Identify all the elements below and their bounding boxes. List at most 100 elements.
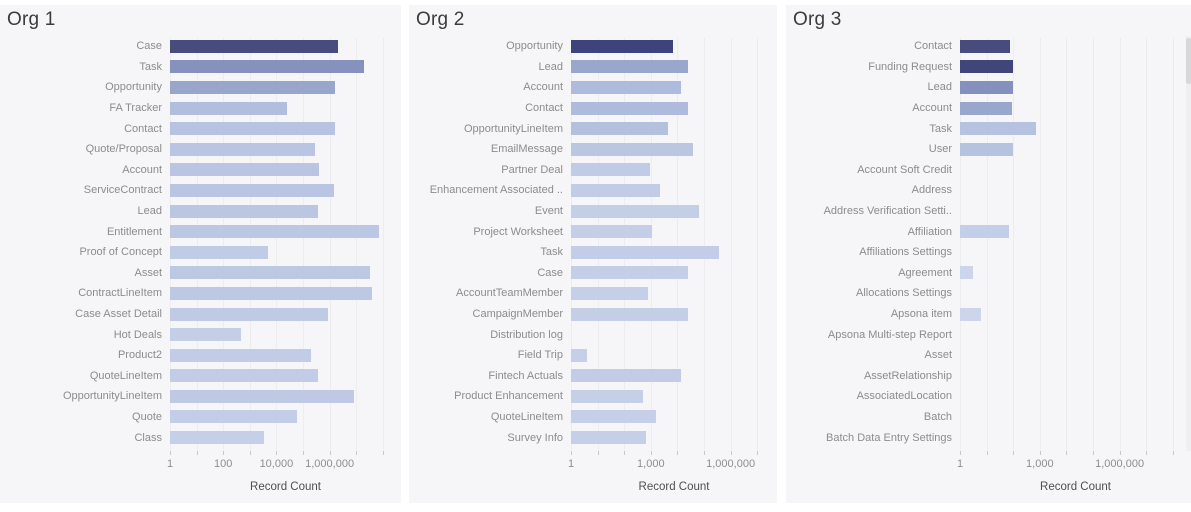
bar[interactable] xyxy=(170,410,298,424)
bar[interactable] xyxy=(571,204,699,218)
category-label[interactable]: OpportunityLineItem xyxy=(463,122,563,135)
category-label[interactable]: EmailMessage xyxy=(490,143,563,156)
bar[interactable] xyxy=(571,266,689,280)
bar[interactable] xyxy=(960,266,973,280)
bar[interactable] xyxy=(571,348,587,362)
category-label[interactable]: User xyxy=(928,143,952,156)
bar[interactable] xyxy=(960,101,1012,115)
category-label[interactable]: Field Trip xyxy=(517,349,563,362)
category-label[interactable]: OpportunityLineItem xyxy=(62,390,162,403)
category-label[interactable]: Lead xyxy=(927,81,952,94)
category-label[interactable]: Account xyxy=(122,163,162,176)
bar[interactable] xyxy=(170,328,241,342)
bar[interactable] xyxy=(571,307,688,321)
category-label[interactable]: Account xyxy=(912,102,952,115)
bar[interactable] xyxy=(170,307,329,321)
category-label[interactable]: Funding Request xyxy=(868,60,952,73)
category-label[interactable]: Task xyxy=(139,60,162,73)
bar[interactable] xyxy=(571,39,674,53)
bar[interactable] xyxy=(960,142,1014,156)
category-label[interactable]: Asset xyxy=(924,349,952,362)
bar[interactable] xyxy=(571,60,688,74)
category-label[interactable]: Project Worksheet xyxy=(473,225,563,238)
category-label[interactable]: Enhancement Associated .. xyxy=(429,184,563,197)
category-label[interactable]: ServiceContract xyxy=(83,184,162,197)
category-label[interactable]: Agreement xyxy=(898,266,952,279)
category-label[interactable]: Affiliations Settings xyxy=(859,246,952,259)
category-label[interactable]: Batch xyxy=(923,410,952,423)
category-label[interactable]: Quote xyxy=(132,410,162,423)
category-label[interactable]: Entitlement xyxy=(106,225,162,238)
bar[interactable] xyxy=(960,225,1009,239)
category-label[interactable]: Contact xyxy=(914,40,952,53)
category-label[interactable]: Apsona Multi-step Report xyxy=(827,328,952,341)
bar[interactable] xyxy=(170,80,335,94)
bar[interactable] xyxy=(571,286,649,300)
bar[interactable] xyxy=(960,60,1013,74)
bar[interactable] xyxy=(170,163,319,177)
bar[interactable] xyxy=(170,60,365,74)
bar[interactable] xyxy=(170,225,379,239)
scrollbar-thumb[interactable] xyxy=(1186,38,1191,84)
category-label[interactable]: Task xyxy=(929,122,952,135)
category-label[interactable]: Product2 xyxy=(117,349,162,362)
category-label[interactable]: Distribution log xyxy=(490,328,563,341)
bar[interactable] xyxy=(571,122,669,136)
category-label[interactable]: Contact xyxy=(124,122,162,135)
category-label[interactable]: Partner Deal xyxy=(501,163,563,176)
category-label[interactable]: Address Verification Setti.. xyxy=(823,205,952,218)
category-label[interactable]: Account xyxy=(523,81,563,94)
bar[interactable] xyxy=(571,410,657,424)
category-label[interactable]: Batch Data Entry Settings xyxy=(826,431,952,444)
bar[interactable] xyxy=(571,101,688,115)
bar[interactable] xyxy=(170,101,287,115)
category-label[interactable]: Quote/Proposal xyxy=(85,143,162,156)
category-label[interactable]: Apsona item xyxy=(890,308,952,321)
bar[interactable] xyxy=(960,80,1014,94)
bar[interactable] xyxy=(571,163,650,177)
category-label[interactable]: Task xyxy=(540,246,563,259)
category-label[interactable]: Affiliation xyxy=(907,225,952,238)
category-label[interactable]: Proof of Concept xyxy=(79,246,162,259)
category-label[interactable]: QuoteLineItem xyxy=(490,410,563,423)
bar[interactable] xyxy=(170,204,319,218)
bar[interactable] xyxy=(571,245,720,259)
category-label[interactable]: Opportunity xyxy=(105,81,162,94)
category-label[interactable]: AccountTeamMember xyxy=(456,287,563,300)
category-label[interactable]: Fintech Actuals xyxy=(488,369,563,382)
category-label[interactable]: Case xyxy=(136,40,162,53)
category-label[interactable]: Account Soft Credit xyxy=(857,163,952,176)
bar[interactable] xyxy=(571,389,644,403)
category-label[interactable]: FA Tracker xyxy=(109,102,162,115)
bar[interactable] xyxy=(170,142,315,156)
category-label[interactable]: Product Enhancement xyxy=(454,390,563,403)
category-label[interactable]: AssetRelationship xyxy=(863,369,952,382)
category-label[interactable]: AssociatedLocation xyxy=(856,390,952,403)
category-label[interactable]: Hot Deals xyxy=(113,328,162,341)
bar[interactable] xyxy=(170,369,319,383)
bar[interactable] xyxy=(170,389,355,403)
bar[interactable] xyxy=(571,183,661,197)
category-label[interactable]: ContractLineItem xyxy=(78,287,162,300)
category-label[interactable]: Class xyxy=(134,431,162,444)
category-label[interactable]: QuoteLineItem xyxy=(89,369,162,382)
category-label[interactable]: Event xyxy=(534,205,563,218)
bar[interactable] xyxy=(170,39,338,53)
bar[interactable] xyxy=(571,80,682,94)
category-label[interactable]: Lead xyxy=(538,60,563,73)
category-label[interactable]: Survey Info xyxy=(507,431,563,444)
bar[interactable] xyxy=(170,245,268,259)
category-label[interactable]: CampaignMember xyxy=(472,308,563,321)
bar[interactable] xyxy=(170,266,370,280)
bar[interactable] xyxy=(571,142,693,156)
category-label[interactable]: Allocations Settings xyxy=(856,287,952,300)
bar[interactable] xyxy=(571,431,647,445)
bar[interactable] xyxy=(170,431,264,445)
bar[interactable] xyxy=(960,39,1010,53)
category-label[interactable]: Case Asset Detail xyxy=(75,308,162,321)
bar[interactable] xyxy=(170,348,311,362)
bar[interactable] xyxy=(170,286,373,300)
bar[interactable] xyxy=(170,183,334,197)
category-label[interactable]: Opportunity xyxy=(506,40,563,53)
scrollbar-track[interactable] xyxy=(1186,36,1191,451)
